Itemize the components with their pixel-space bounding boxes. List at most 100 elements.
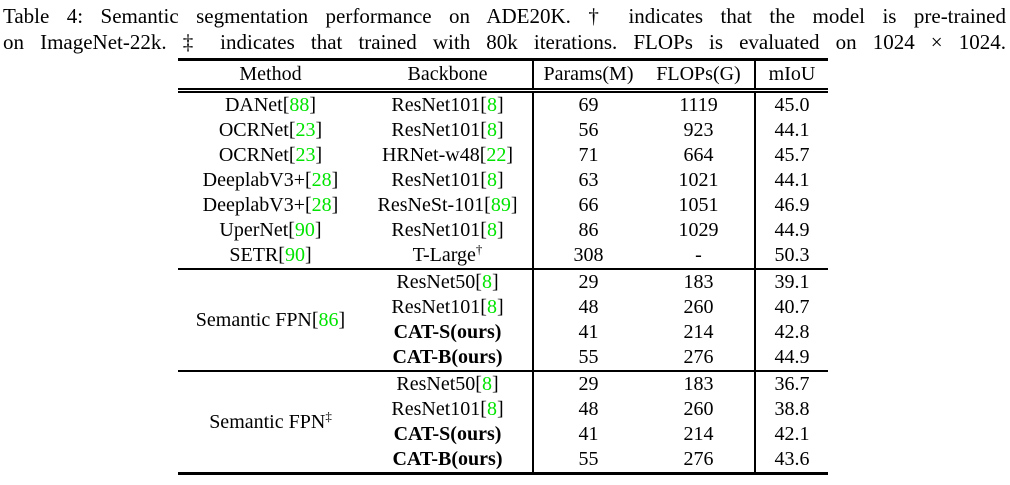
params-cell: 69 [532, 90, 643, 118]
backbone-cell: ResNet101[8] [363, 91, 533, 119]
citation-link[interactable]: 8 [486, 219, 497, 241]
miou-cell: 42.1 [754, 422, 828, 447]
citation-link[interactable]: 90 [284, 244, 305, 266]
col-header-params: Params(M) [532, 59, 643, 93]
citation-link[interactable]: 8 [486, 94, 497, 116]
miou-cell: 50.3 [754, 243, 828, 269]
text-segment: OCRNet[ [218, 144, 296, 166]
text-segment: ResNet101[ [391, 296, 487, 318]
flops-cell: 260 [683, 296, 714, 318]
flops-cell: 1119 [679, 94, 718, 116]
citation-link[interactable]: 23 [295, 144, 316, 166]
params-cell: 29 [532, 370, 643, 397]
params-cell: 41 [532, 320, 643, 345]
miou-cell: 44.1 [754, 118, 828, 143]
citation-link[interactable]: 8 [486, 398, 497, 420]
params-cell: 56 [532, 118, 643, 143]
text-segment: ] [496, 119, 504, 141]
footnote-marker: ‡ [325, 407, 332, 423]
backbone-cell: CAT-S(ours) [363, 320, 533, 345]
ours-model-name: CAT-B(ours) [392, 346, 503, 368]
flops-cell: 923 [683, 119, 714, 141]
text-segment: ] [506, 144, 514, 166]
caption-line-2: on ImageNet-22k. ‡ indicates that traine… [3, 30, 1006, 54]
text-segment: ] [496, 398, 504, 420]
flops-cell: 1029 [678, 219, 719, 241]
header-row: Method Backbone Params(M) FLOPs(G) mIoU [178, 59, 828, 93]
text-segment: ] [315, 119, 323, 141]
text-segment: ] [304, 244, 312, 266]
miou-cell: 45.0 [754, 90, 828, 118]
citation-link[interactable]: 90 [294, 219, 315, 241]
text-segment: ResNeSt-101[ [377, 194, 491, 216]
text-segment: ResNet101[ [391, 94, 487, 116]
backbone-cell: ResNet101[8] [363, 397, 533, 422]
citation-link[interactable]: 88 [289, 94, 310, 116]
table-row: Semantic FPN[86] ResNet50[8] 29 183 39.1 [178, 268, 828, 371]
miou-cell: 46.9 [754, 193, 828, 218]
miou-cell: 39.1 [754, 268, 828, 295]
params-cell: 55 [532, 447, 643, 474]
text-segment: ] [314, 219, 322, 241]
text-segment: ] [331, 194, 339, 216]
params-cell: 71 [532, 143, 643, 168]
citation-link[interactable]: 89 [490, 194, 511, 216]
backbone-cell: CAT-S(ours) [363, 422, 533, 447]
text-segment: ] [491, 271, 499, 293]
text-segment: OCRNet[ [218, 119, 296, 141]
method-cell: OCRNet[23] [178, 118, 363, 143]
backbone-cell: ResNet101[8] [363, 218, 533, 243]
method-cell: DeeplabV3+[28] [178, 168, 363, 193]
citation-link[interactable]: 8 [486, 119, 497, 141]
backbone-cell: ResNet50[8] [363, 370, 533, 397]
citation-link[interactable]: 23 [295, 119, 316, 141]
text-segment: DeeplabV3+[ [202, 194, 312, 216]
backbone-cell: HRNet-w48[22] [363, 143, 533, 168]
backbone-cell: ResNeSt-101[89] [363, 193, 533, 218]
miou-cell: 44.9 [754, 345, 828, 371]
backbone-cell: CAT-B(ours) [363, 447, 533, 474]
text-segment: ] [496, 219, 504, 241]
results-table: Method Backbone Params(M) FLOPs(G) mIoU … [178, 58, 828, 475]
miou-cell: 43.6 [754, 447, 828, 474]
citation-link[interactable]: 8 [486, 169, 497, 191]
text-segment: ResNet50[ [396, 271, 482, 293]
miou-cell: 44.9 [754, 218, 828, 243]
table-row: ResNet101[8] 48 260 38.8 [178, 397, 828, 422]
method-cell: DANet[88] [178, 91, 363, 119]
backbone-cell: ResNet101[8] [363, 118, 533, 143]
miou-cell: 45.7 [754, 143, 828, 168]
text-segment: UperNet[ [219, 219, 295, 241]
citation-link[interactable]: 28 [311, 194, 332, 216]
flops-cell: 214 [683, 321, 714, 343]
text-segment: ] [315, 144, 323, 166]
backbone-cell: CAT-B(ours) [363, 345, 533, 371]
flops-cell: 260 [683, 398, 714, 420]
col-header-miou: mIoU [754, 59, 828, 93]
method-cell: OCRNet[23] [178, 143, 363, 168]
text-segment: ] [510, 194, 518, 216]
citation-link[interactable]: 8 [481, 271, 492, 293]
params-cell: 63 [532, 168, 643, 193]
table-row: CAT-S(ours) 41 214 42.8 [178, 320, 828, 345]
table-caption: Table 4: Semantic segmentation performan… [3, 3, 1006, 55]
params-cell: 66 [532, 193, 643, 218]
citation-link[interactable]: 22 [486, 144, 507, 166]
params-cell: 308 [532, 243, 643, 269]
text-segment: ] [491, 373, 499, 395]
citation-link[interactable]: 8 [481, 373, 492, 395]
backbone-cell: ResNet101[8] [363, 168, 533, 193]
table-row: DeeplabV3+[28] ResNeSt-101[89] 66 1051 46.9 [178, 193, 828, 218]
text-segment: ResNet101[ [391, 119, 487, 141]
citation-link[interactable]: 86 [318, 308, 339, 331]
table-row: DANet[88] ResNet101[8] 69 1119 45.0 [178, 90, 828, 119]
params-cell: 48 [532, 295, 643, 320]
citation-link[interactable]: 8 [486, 296, 497, 318]
table-row: OCRNet[23] ResNet101[8] 56 923 44.1 [178, 118, 828, 143]
ours-model-name: CAT-B(ours) [392, 448, 503, 470]
citation-link[interactable]: 28 [311, 169, 332, 191]
text-segment: DeeplabV3+[ [202, 169, 312, 191]
table-row: DeeplabV3+[28] ResNet101[8] 63 1021 44.1 [178, 168, 828, 193]
text-segment: ResNet101[ [391, 169, 487, 191]
col-header-backbone: Backbone [363, 59, 533, 93]
